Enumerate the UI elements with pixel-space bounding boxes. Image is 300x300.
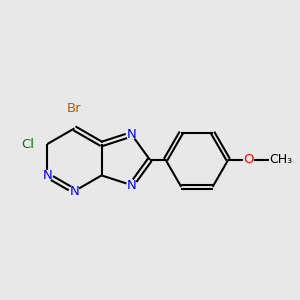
Text: N: N xyxy=(127,178,136,192)
Text: O: O xyxy=(243,153,254,166)
Text: Cl: Cl xyxy=(21,137,34,151)
Text: N: N xyxy=(42,169,52,182)
Text: Br: Br xyxy=(67,102,82,116)
Text: N: N xyxy=(70,184,79,198)
Text: N: N xyxy=(127,128,136,141)
Text: CH₃: CH₃ xyxy=(269,153,292,166)
